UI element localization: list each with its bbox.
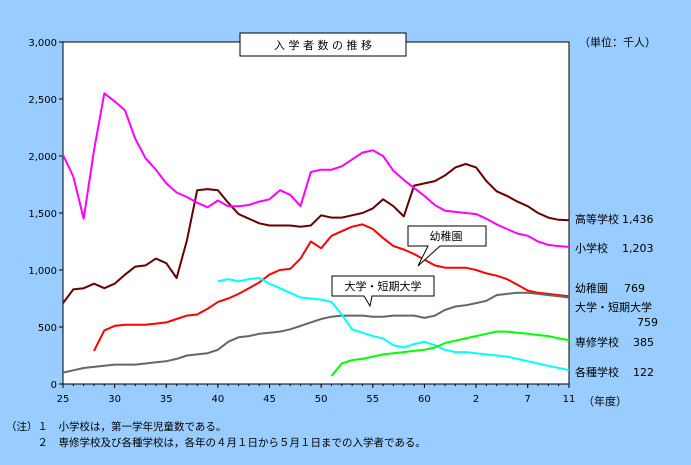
chart-title-box <box>239 32 407 57</box>
x-tick-label: 45 <box>263 394 276 405</box>
series-label-sho-value: 1,203 <box>622 242 654 255</box>
series-label-koko-value: 1,436 <box>622 213 654 226</box>
x-tick-label: 11 <box>563 394 576 405</box>
series-label-koko-name: 高等学校 <box>575 212 619 226</box>
series-line-daigaku <box>62 291 570 374</box>
y-tick-label: 1,000 <box>28 266 57 277</box>
series-label-kakushu-value: 122 <box>633 366 654 379</box>
callout-daigaku: 大学・短期大学 <box>331 275 435 308</box>
x-tick-label: 35 <box>160 394 173 405</box>
note-1: （注）１ 小学校は，第一学年児童数である。 <box>6 421 227 433</box>
series-label-daigaku-name: 大学・短期大学 <box>575 300 652 314</box>
series-line-kakushu <box>217 277 570 372</box>
series-label-daigaku-value: 759 <box>637 316 658 329</box>
series-label-senshu-name: 専修学校 <box>575 335 619 349</box>
series-line-yochi <box>93 223 570 352</box>
series-label-kakushu-name: 各種学校 <box>575 365 619 379</box>
x-unit-label: （年度） <box>583 394 627 408</box>
y-tick-label: 2,500 <box>28 95 57 106</box>
series-line-koko <box>62 163 570 304</box>
series-line-senshu <box>330 330 570 377</box>
y-tick-label: 2,000 <box>28 152 57 163</box>
y-tick-label: 1,500 <box>28 209 57 220</box>
series-label-sho-name: 小学校 <box>575 241 608 255</box>
chart-title: 入 学 者 数 の 推 移 <box>274 38 372 52</box>
series-line-sho <box>62 92 570 248</box>
series-label-senshu-value: 385 <box>633 336 654 349</box>
x-tick-label: 25 <box>57 394 70 405</box>
x-tick-label: 60 <box>418 394 431 405</box>
callout-yochi-label: 幼稚園 <box>430 230 463 243</box>
callout-daigaku-label: 大学・短期大学 <box>345 279 422 293</box>
x-tick-label: 40 <box>212 394 225 405</box>
series-label-yochi-name: 幼稚園 <box>575 282 608 295</box>
note-2: ２ 専修学校及び各種学校は，各年の４月１日から５月１日までの入学者である。 <box>6 437 426 449</box>
y-tick-label: 0 <box>51 380 57 391</box>
unit-label: （単位：千人） <box>579 35 656 49</box>
callout-yochi: 幼稚園 <box>407 225 487 267</box>
x-tick-label: 55 <box>366 394 379 405</box>
plot-area <box>62 41 570 385</box>
y-tick-label: 3,000 <box>28 38 57 49</box>
x-tick-label: 2 <box>473 394 479 405</box>
series-label-yochi-value: 769 <box>624 282 645 295</box>
x-tick-label: 50 <box>315 394 328 405</box>
y-tick-label: 500 <box>38 323 57 334</box>
x-tick-label: 30 <box>108 394 121 405</box>
x-tick-label: 7 <box>525 394 531 405</box>
